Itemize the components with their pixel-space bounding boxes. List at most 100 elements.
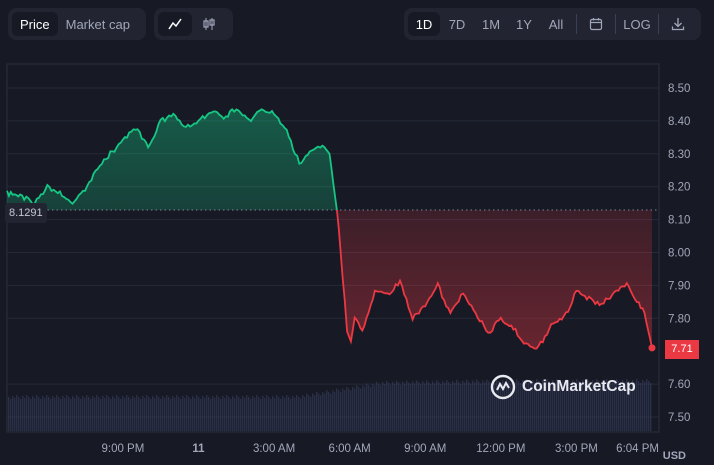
volume-bar [612, 380, 614, 431]
volume-bar [214, 398, 216, 431]
volume-bar [418, 382, 420, 431]
volume-bar [508, 381, 510, 431]
volume-bar [544, 382, 546, 431]
volume-bar [158, 397, 160, 431]
volume-bar [604, 382, 606, 431]
tab-price[interactable]: Price [12, 12, 58, 36]
candlestick-icon[interactable] [192, 12, 226, 36]
tab-market-cap[interactable]: Market cap [65, 16, 130, 32]
volume-bar [610, 383, 612, 431]
volume-bar [458, 381, 460, 431]
volume-bar [10, 399, 12, 431]
volume-bar [44, 398, 46, 431]
volume-bar [196, 395, 198, 431]
volume-bar [226, 395, 228, 431]
volume-bar [452, 380, 454, 431]
calendar-icon[interactable] [581, 12, 611, 36]
volume-bar [388, 382, 390, 431]
volume-bar [528, 381, 530, 431]
volume-bar [194, 398, 196, 431]
volume-bar [510, 383, 512, 431]
volume-bar [220, 399, 222, 431]
volume-bar [630, 383, 632, 431]
volume-bar [608, 381, 610, 431]
volume-bar [416, 380, 418, 431]
volume-bar [248, 397, 250, 431]
volume-bar [394, 383, 396, 431]
volume-bar [564, 382, 566, 431]
volume-bar [92, 396, 94, 431]
volume-bar [406, 380, 408, 431]
volume-bar [650, 383, 652, 431]
volume-bar [68, 397, 70, 431]
volume-bar [598, 381, 600, 431]
volume-bar [494, 382, 496, 431]
volume-bar [550, 383, 552, 431]
volume-bar [40, 399, 42, 431]
volume-bar [298, 396, 300, 431]
volume-bar [90, 399, 92, 431]
volume-bar [322, 391, 324, 431]
volume-bar [518, 381, 520, 431]
volume-bar [584, 382, 586, 431]
volume-bar [22, 396, 24, 431]
download-icon[interactable] [663, 12, 693, 36]
range-1y[interactable]: 1Y [516, 16, 532, 32]
volume-bar [424, 383, 426, 431]
x-tick-label: 9:00 AM [404, 443, 446, 455]
volume-bar [206, 395, 208, 431]
range-all[interactable]: All [548, 16, 564, 32]
line-chart-icon[interactable] [158, 12, 192, 36]
volume-bar [456, 379, 458, 431]
last-price-label: 7.71 [665, 340, 699, 359]
view-tab-group: Price Market cap [8, 8, 146, 40]
x-tick-label: 6:04 PM [616, 443, 659, 455]
volume-bar [632, 380, 634, 431]
volume-bar [542, 380, 544, 431]
log-scale-toggle[interactable]: LOG [623, 16, 651, 32]
volume-bar [116, 395, 118, 431]
y-tick-label: 8.30 [668, 149, 690, 161]
volume-bar [86, 395, 88, 431]
volume-bar [506, 379, 508, 431]
volume-bar [306, 393, 308, 431]
volume-bar [340, 391, 342, 431]
volume-bar [96, 395, 98, 431]
range-1d[interactable]: 1D [408, 12, 440, 36]
volume-bar [620, 383, 622, 431]
volume-bar [232, 396, 234, 431]
volume-bar [46, 395, 48, 431]
y-tick-label: 8.00 [668, 248, 690, 260]
volume-bar [414, 383, 416, 431]
volume-bar [516, 379, 518, 431]
volume-bar [596, 379, 598, 431]
volume-bar [100, 399, 102, 431]
volume-bar [174, 398, 176, 431]
volume-bar [402, 381, 404, 431]
volume-bar [428, 382, 430, 431]
volume-bar [538, 381, 540, 431]
volume-bar [356, 385, 358, 431]
volume-bar [162, 396, 164, 431]
volume-bar [562, 380, 564, 431]
volume-bar [420, 384, 422, 431]
volume-bar [336, 388, 338, 431]
chart-type-group [154, 8, 233, 40]
volume-bar [474, 382, 476, 431]
x-tick-label: 11 [192, 443, 205, 455]
volume-bar [556, 379, 558, 431]
volume-bar [338, 390, 340, 431]
volume-bar [34, 398, 36, 431]
volume-bar [140, 399, 142, 431]
volume-bar [80, 399, 82, 431]
volume-bar [48, 397, 50, 431]
volume-bar [626, 379, 628, 431]
volume-bar [346, 386, 348, 431]
volume-bar [30, 399, 32, 431]
volume-bar [614, 382, 616, 431]
volume-bar [312, 393, 314, 431]
range-7d[interactable]: 7D [448, 16, 466, 32]
range-1m[interactable]: 1M [481, 16, 501, 32]
volume-bar [530, 383, 532, 431]
